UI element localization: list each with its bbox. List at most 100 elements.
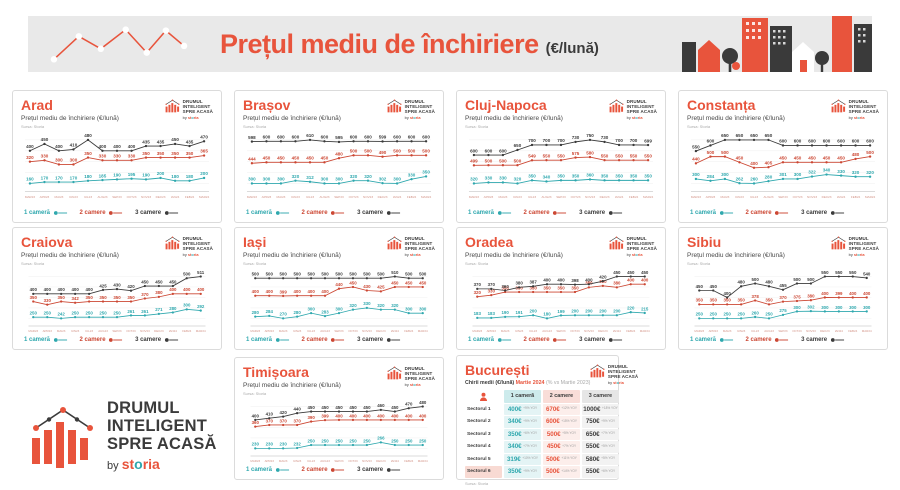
source-label: Sursa: Storia [687,260,711,266]
legend-label: 1 cameră [690,210,717,216]
svg-text:400: 400 [627,277,635,282]
svg-text:AUG23: AUG23 [541,194,551,198]
svg-text:320: 320 [866,169,874,174]
svg-text:292: 292 [197,303,205,308]
svg-text:400: 400 [377,413,385,418]
svg-text:380: 380 [613,280,621,285]
svg-text:300: 300 [263,176,271,181]
svg-text:250: 250 [335,438,343,443]
svg-text:MAR24: MAR24 [421,194,431,198]
svg-text:300: 300 [849,304,857,309]
legend-marker-icon [775,211,789,215]
chart-legend: 1 cameră 2 camere 3 camere [687,208,879,218]
svg-text:400: 400 [391,413,399,418]
legend-marker-icon [830,211,844,215]
legend-item-1-camera: 1 cameră [24,210,68,216]
series-3-camere: 500 500 500 500 500 500 500 500 500 500 510 500 500 [252,269,427,279]
svg-text:550: 550 [644,153,652,158]
svg-text:450: 450 [321,404,329,409]
storia-wordmark: storia [631,252,643,258]
price-value: 550€ [585,468,600,476]
table-cell: 600€ +15% YOY [543,416,580,428]
svg-text:450: 450 [837,155,845,160]
price-value: 600€ [545,418,560,426]
legend-marker-icon [275,211,289,215]
svg-text:283: 283 [321,309,329,314]
svg-text:450: 450 [292,155,300,160]
card-header: Brașov Prețul mediu de închiriere (€/lun… [243,98,435,129]
svg-text:350: 350 [157,150,165,155]
svg-text:320: 320 [350,173,358,178]
svg-text:350: 350 [696,297,704,302]
chart-card-timisoara: Timișoara Prețul mediu de închiriere (€/… [234,357,444,480]
series-2-camere: 400 400 399 400 400 400 440 450 430 425 450 450 450 [252,280,427,297]
svg-text:191: 191 [515,309,523,314]
series-1-camera: 250 250 242 250 250 250 250 261 261 271 280 300 292 [30,302,205,320]
svg-text:500: 500 [377,271,385,276]
logo-byline: by storia [607,380,624,386]
svg-text:600: 600 [408,134,416,139]
svg-text:160: 160 [26,176,34,181]
svg-text:700: 700 [615,138,623,143]
price-value: 340€ [507,443,522,451]
svg-text:342: 342 [71,296,79,301]
yoy-change: +12% YOY [561,406,578,411]
svg-text:242: 242 [58,311,66,316]
legend-marker-icon [830,338,844,342]
chart-card-craiova: Craiova Prețul mediu de închiriere (€/lu… [12,227,222,350]
svg-text:DEC23: DEC23 [598,329,608,333]
svg-text:DEC23: DEC23 [156,194,166,198]
svg-text:370: 370 [141,291,149,296]
svg-text:650: 650 [514,143,522,148]
legend-item-2-camere: 2 camere [302,467,346,473]
series-3-camere: 400 410 420 440 450 450 450 450 450 460 450 470 480 [252,399,427,421]
card-header: Arad Prețul mediu de închiriere (€/lună)… [21,98,213,129]
chart-legend: 1 cameră 2 camere 3 camere [243,465,435,475]
legend-label: 2 camere [301,210,328,216]
svg-text:185: 185 [99,173,107,178]
svg-text:350: 350 [615,173,623,178]
svg-text:450: 450 [405,280,413,285]
yoy-change: +9% YOY [523,468,538,473]
svg-text:SEP23: SEP23 [778,329,788,333]
svg-text:600: 600 [470,148,478,153]
svg-text:400: 400 [863,290,871,295]
line-chart-iasi: MAR23 APR23 MAI23 IUN23 IUL23 AUG23 SEP23 OCT23… [250,269,428,333]
svg-text:DEC23: DEC23 [378,194,388,198]
svg-text:MAR24: MAR24 [418,459,428,463]
yoy-change: +5% YOY [601,443,616,448]
yoy-change: +5% YOY [562,431,577,436]
svg-text:AUG23: AUG23 [320,329,330,333]
svg-text:IAN24: IAN24 [835,329,844,333]
legend-marker-icon [109,211,123,215]
svg-text:261: 261 [141,308,149,313]
svg-text:280: 280 [252,309,260,314]
svg-text:IUL23: IUL23 [84,194,92,198]
svg-text:350: 350 [557,285,565,290]
source-label: Sursa: Storia [243,123,267,129]
chart-card-arad: Arad Prețul mediu de închiriere (€/lună)… [12,90,222,223]
city-title: Iași [243,234,267,250]
price-value: 500€ [545,468,560,476]
chart-subtitle: Prețul mediu de închiriere (€/lună) [21,114,119,122]
logo-byline: by storia [848,252,865,258]
logo-byline: by storia [107,456,160,473]
svg-text:MAI23: MAI23 [721,194,730,198]
svg-text:SEP23: SEP23 [112,329,122,333]
legend-label: 1 cameră [24,210,51,216]
svg-text:340: 340 [823,167,831,172]
svg-text:650: 650 [750,133,758,138]
svg-text:420: 420 [280,409,288,414]
svg-text:200: 200 [599,308,607,313]
card-header: Oradea Prețul mediu de închiriere (€/lun… [465,235,657,266]
svg-text:DEC23: DEC23 [376,459,386,463]
svg-text:IAN24: IAN24 [169,329,178,333]
svg-text:260: 260 [750,176,758,181]
svg-text:550: 550 [692,144,700,149]
storia-wordmark: storia [631,115,643,121]
svg-text:390: 390 [307,414,315,419]
bucuresti-table-card: București Chirii medii (€/lună) Martie 2… [456,355,638,486]
legend-item-1-camera: 1 cameră [468,210,512,216]
house-bars-icon [387,99,402,113]
series-3-camere: 598 600 600 600 610 600 595 600 600 599 600 600 600 [248,133,430,143]
